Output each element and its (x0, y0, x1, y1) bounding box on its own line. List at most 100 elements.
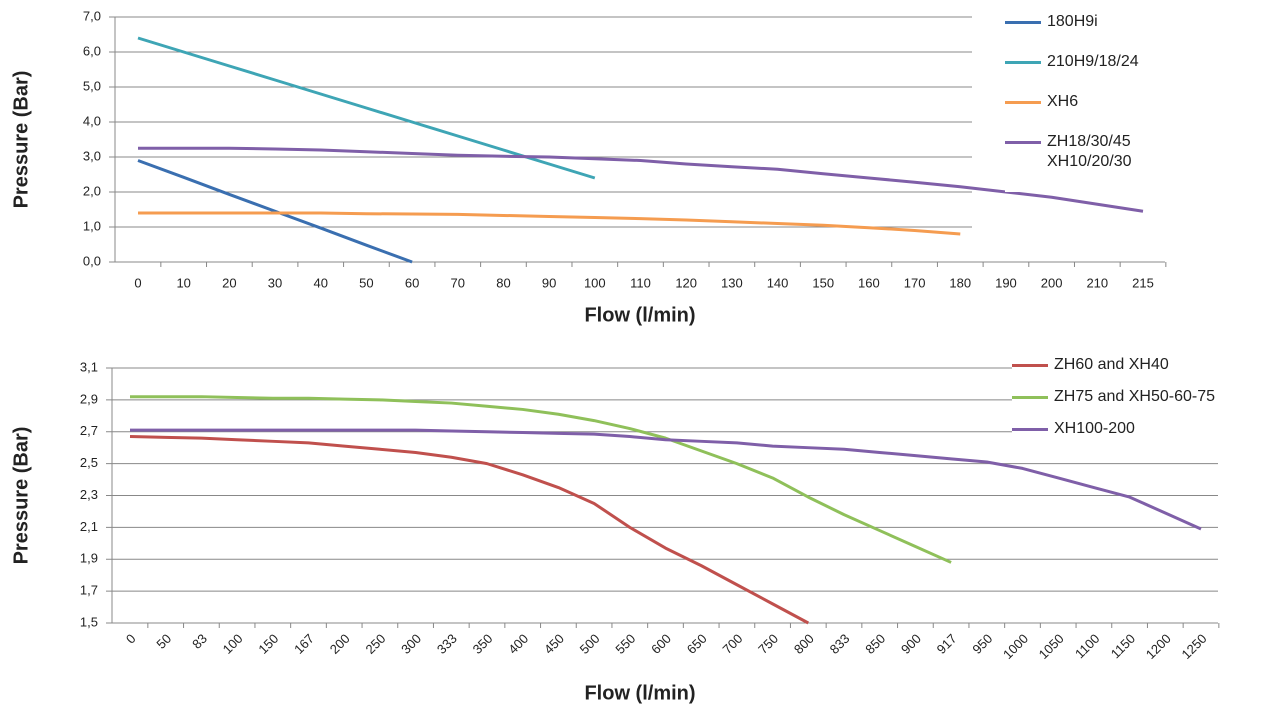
y-tick-label: 2,9 (80, 391, 98, 406)
legend-item: XH6 (1005, 92, 1139, 112)
y-axis-title: Pressure (Bar) (10, 71, 32, 209)
x-tick-label: 1150 (1108, 631, 1138, 661)
x-tick-label: 850 (862, 631, 888, 657)
x-tick-label: 50 (359, 275, 373, 290)
legend-item: ZH60 and XH40 (1012, 355, 1215, 375)
x-tick-label: 90 (542, 275, 556, 290)
y-tick-label: 1,5 (80, 614, 98, 629)
x-tick-label: 917 (934, 631, 960, 657)
x-tick-label: 833 (827, 631, 853, 657)
x-tick-label: 210 (1086, 275, 1108, 290)
x-tick-label: 215 (1132, 275, 1154, 290)
x-tick-label: 450 (541, 631, 567, 657)
x-tick-label: 500 (577, 631, 603, 657)
x-tick-label: 1250 (1178, 631, 1209, 662)
x-tick-label: 200 (327, 631, 353, 657)
legend-swatch (1005, 141, 1041, 144)
x-tick-label: 350 (470, 631, 496, 657)
legend-item: ZH75 and XH50-60-75 (1012, 387, 1215, 407)
x-tick-label: 80 (496, 275, 510, 290)
x-axis-title: Flow (l/min) (584, 304, 695, 326)
x-tick-label: 300 (398, 631, 424, 657)
x-tick-label: 83 (189, 631, 210, 652)
y-tick-label: 1,7 (80, 583, 98, 598)
y-tick-label: 1,9 (80, 551, 98, 566)
series-line (130, 428, 1202, 531)
x-tick-label: 0 (123, 631, 139, 647)
legend-item: 210H9/18/24 (1005, 52, 1139, 72)
x-tick-label: 167 (291, 631, 317, 657)
legend-item: 180H9i (1005, 12, 1139, 32)
series-line (130, 395, 952, 564)
legend-label: XH100-200 (1054, 420, 1135, 437)
y-tick-label: 3,0 (83, 148, 101, 163)
x-tick-label: 200 (1041, 275, 1063, 290)
x-tick-label: 60 (405, 275, 419, 290)
x-tick-label: 1100 (1072, 631, 1102, 661)
series-line (129, 435, 810, 625)
x-tick-label: 110 (630, 275, 651, 290)
x-tick-label: 130 (721, 275, 743, 290)
x-tick-label: 800 (791, 631, 817, 657)
x-tick-label: 650 (684, 631, 710, 657)
x-tick-label: 190 (995, 275, 1017, 290)
x-tick-label: 50 (153, 631, 174, 652)
x-tick-label: 700 (719, 631, 745, 657)
legend-item: XH100-200 (1012, 419, 1215, 439)
x-tick-label: 10 (176, 275, 190, 290)
y-tick-label: 4,0 (83, 113, 101, 128)
x-tick-label: 550 (612, 631, 638, 657)
legend-item: ZH18/30/45 XH10/20/30 (1005, 132, 1139, 172)
x-tick-label: 1050 (1036, 631, 1067, 662)
x-tick-label: 120 (675, 275, 697, 290)
x-tick-label: 150 (812, 275, 834, 290)
x-tick-label: 140 (767, 275, 789, 290)
legend-swatch (1012, 428, 1048, 431)
x-tick-label: 30 (268, 275, 282, 290)
x-tick-label: 70 (451, 275, 465, 290)
x-tick-label: 600 (648, 631, 674, 657)
x-tick-label: 40 (313, 275, 327, 290)
legend-swatch (1012, 396, 1048, 399)
legend-label: ZH60 and XH40 (1054, 356, 1169, 373)
legend-swatch (1012, 364, 1048, 367)
x-tick-label: 0 (134, 275, 141, 290)
y-tick-label: 6,0 (83, 43, 101, 58)
y-tick-label: 5,0 (83, 78, 101, 93)
x-tick-label: 900 (898, 631, 924, 657)
legend-swatch (1005, 21, 1041, 24)
legend: 180H9i 210H9/18/24 XH6 ZH18/30/45 XH10/20/3… (1005, 12, 1143, 192)
x-tick-label: 1000 (1000, 631, 1031, 662)
x-tick-label: 100 (220, 631, 246, 657)
legend-label: XH6 (1047, 93, 1079, 110)
legend: ZH60 and XH40 ZH75 and XH50-60-75 XH100-20… (1012, 355, 1219, 451)
legend-label: 210H9/18/24 (1047, 53, 1139, 70)
y-tick-label: 2,3 (80, 487, 98, 502)
y-tick-label: 2,5 (80, 455, 98, 470)
legend-label: ZH75 and XH50-60-75 (1054, 388, 1215, 405)
legend-swatch (1005, 101, 1041, 104)
y-tick-label: 1,0 (83, 218, 101, 233)
y-tick-label: 2,7 (80, 423, 98, 438)
y-tick-label: 7,0 (83, 8, 101, 23)
y-tick-label: 0,0 (83, 253, 101, 268)
x-tick-label: 1200 (1143, 631, 1174, 662)
y-tick-label: 3,1 (80, 359, 98, 374)
legend-label: ZH18/30/45 XH10/20/30 (1047, 133, 1132, 170)
x-tick-label: 950 (969, 631, 995, 657)
x-tick-label: 100 (584, 275, 606, 290)
x-tick-label: 750 (755, 631, 781, 657)
x-axis-title: Flow (l/min) (584, 682, 695, 704)
series-line (137, 36, 596, 180)
series-line (138, 211, 961, 236)
y-axis-title: Pressure (Bar) (10, 427, 32, 565)
x-tick-label: 160 (858, 275, 880, 290)
legend-label: 180H9i (1047, 13, 1098, 30)
series-line (137, 159, 413, 264)
x-tick-label: 250 (362, 631, 388, 657)
x-tick-label: 180 (949, 275, 971, 290)
legend-swatch (1005, 61, 1041, 64)
y-tick-label: 2,0 (83, 183, 101, 198)
series-line (138, 146, 1144, 213)
